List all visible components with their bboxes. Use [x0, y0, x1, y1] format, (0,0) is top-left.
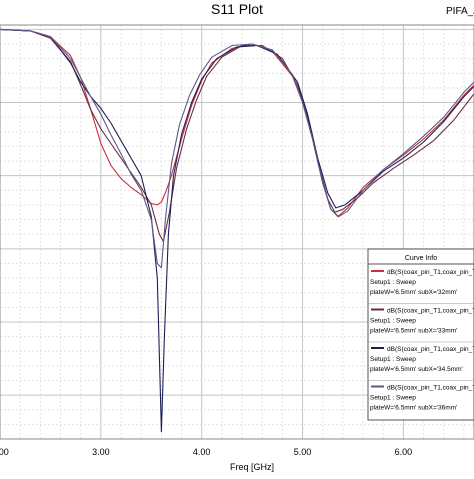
x-tick-label: 4.00 [193, 447, 211, 457]
legend-entry-text: dB(S(coax_pin_T1,coax_pin_T1 [387, 269, 474, 276]
legend-entry-text: Setup1 : Sweep [370, 356, 416, 363]
legend-entry-text: dB(S(coax_pin_T1,coax_pin_T1 [387, 308, 474, 315]
x-tick-label: 5.00 [294, 447, 312, 457]
plot-frame [0, 24, 474, 440]
series-line-1 [0, 28, 474, 218]
legend-entry-text: plateW='6.5mm' subX='32mm' [370, 289, 457, 296]
x-tick-layer: 2.00 3.00 4.00 5.00 6.00 [0, 447, 412, 457]
legend-entries: dB(S(coax_pin_T1,coax_pin_T1 Setup1 : Swe… [368, 269, 474, 412]
series-line-4 [0, 28, 474, 269]
corner-label: PIFA_A [446, 6, 474, 17]
legend-entry-text: plateW='6.5mm' subX='34.5mm' [370, 366, 463, 373]
legend-title: Curve Info [405, 255, 437, 262]
legend-entry-text: plateW='6.5mm' subX='36mm' [370, 405, 457, 412]
legend-entry-text: Setup1 : Sweep [370, 395, 416, 402]
x-tick-label: 2.00 [0, 447, 9, 457]
legend-box [367, 248, 474, 421]
legend: Curve Info dB(S(coax_pin_T1,coax_pin_T1 S… [367, 248, 474, 421]
legend-entry-text: plateW='6.5mm' subX='33mm' [370, 328, 457, 335]
legend-entry-text: Setup1 : Sweep [370, 279, 416, 286]
legend-entry-text: dB(S(coax_pin_T1,coax_pin_T1 [387, 385, 474, 392]
legend-entry-text: Setup1 : Sweep [370, 318, 416, 325]
x-axis-label: Freq [GHz] [230, 462, 274, 472]
x-tick-label: 6.00 [395, 447, 413, 457]
x-tick-label: 3.00 [92, 447, 110, 457]
series-layer [0, 28, 474, 433]
legend-entry-text: dB(S(coax_pin_T1,coax_pin_T1 [387, 346, 474, 353]
chart-title: S11 Plot [211, 1, 263, 17]
series-line-2 [0, 28, 474, 243]
